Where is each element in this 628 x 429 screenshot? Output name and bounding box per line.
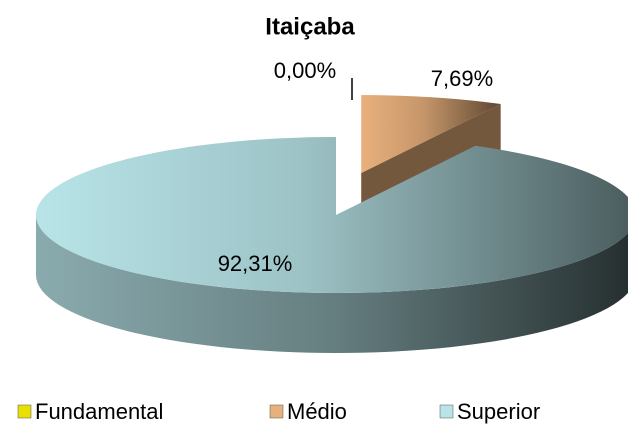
slice-top-shade [36,137,628,293]
data-label: 7,69% [431,66,493,91]
slice-top-shade [361,95,501,174]
legend-label: Médio [287,399,347,424]
legend-label: Fundamental [35,399,163,424]
chart-title: Itaiçaba [265,13,355,40]
data-label: 0,00% [274,58,336,83]
slice [36,137,628,353]
slice-side-shade [36,215,628,353]
data-label: 92,31% [218,251,293,276]
legend-swatch [17,404,32,419]
legend-label: Superior [457,399,540,424]
legend-swatch [269,404,284,419]
legend-swatch [439,404,454,419]
